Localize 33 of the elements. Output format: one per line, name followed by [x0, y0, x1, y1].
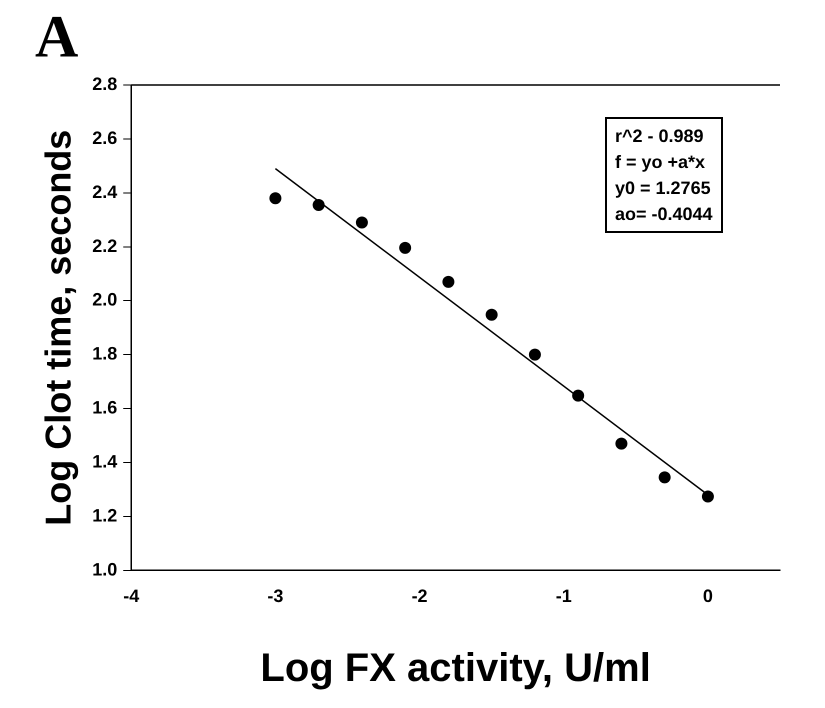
- point: [615, 438, 628, 450]
- y-tick-label: 1.2: [92, 505, 118, 526]
- y-tick-label: 2.0: [92, 290, 118, 310]
- annotation: r^2 - 0.989: [615, 125, 705, 148]
- chart-title: A: [35, 4, 78, 70]
- x-tick-label: -3: [267, 586, 284, 606]
- y-tick-label: 1.6: [92, 398, 118, 418]
- annotation: f = yo +a*x: [615, 151, 706, 174]
- point: [356, 216, 368, 229]
- y-axis-title: Log Clot time, seconds: [38, 130, 79, 526]
- point: [528, 348, 541, 361]
- annotation: ao= -0.4044: [615, 203, 713, 226]
- y-tick-label: 1.0: [92, 559, 118, 580]
- y-tick-label: 1.8: [92, 344, 118, 364]
- point: [312, 199, 325, 211]
- y-tick-label: 2.4: [92, 182, 118, 202]
- x-tick-label: -1: [556, 586, 572, 606]
- y-tick-label: 2.8: [92, 74, 118, 94]
- x-tick-label: 0: [702, 586, 713, 606]
- y-tick-label: 2.6: [92, 128, 118, 148]
- point: [702, 490, 714, 503]
- point: [486, 308, 498, 321]
- point: [658, 471, 671, 484]
- x-tick-label: -4: [123, 586, 140, 606]
- y-tick-label: 2.2: [92, 236, 118, 256]
- point: [269, 192, 282, 204]
- annotation: y0 = 1.2765: [615, 177, 712, 200]
- point: [442, 276, 454, 288]
- point: [399, 242, 412, 254]
- point: [572, 390, 584, 402]
- x-tick-label: -2: [412, 586, 428, 606]
- y-tick-label: 1.4: [92, 452, 118, 472]
- x-axis-title: Log FX activity, U/ml: [260, 646, 651, 690]
